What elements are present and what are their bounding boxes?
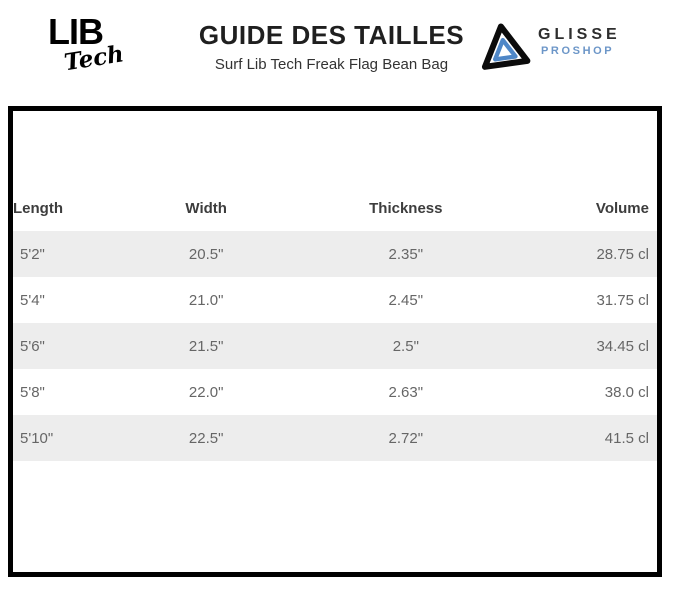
cell-thickness: 2.72" xyxy=(388,429,424,447)
cell-width: 21.5" xyxy=(188,337,224,355)
libtech-logo: LIB Tech xyxy=(0,11,185,76)
size-table: Length Width Thickness Volume 5'2" 20.5"… xyxy=(13,185,657,461)
cell-thickness: 2.5" xyxy=(392,337,419,355)
table-header-row: Length Width Thickness Volume xyxy=(13,185,657,231)
cell-volume: 41.5 cl xyxy=(604,429,649,447)
col-header-thickness: Thickness xyxy=(369,199,443,217)
triangle-logo-icon xyxy=(475,19,534,79)
page-header: LIB Tech GUIDE DES TAILLES Surf Lib Tech… xyxy=(0,0,678,106)
glisse-name: GLISSE xyxy=(538,26,621,43)
page-subtitle: Surf Lib Tech Freak Flag Bean Bag xyxy=(214,56,449,73)
cell-width: 22.5" xyxy=(188,429,224,447)
glisse-proshop-logo: GLISSE PROSHOP xyxy=(478,12,678,75)
col-header-volume: Volume xyxy=(595,199,649,217)
glisse-proshop-label: PROSHOP xyxy=(541,45,615,57)
cell-volume: 31.75 cl xyxy=(596,291,649,309)
cell-length: 5'2" xyxy=(20,245,45,263)
cell-volume: 34.45 cl xyxy=(596,337,649,355)
cell-volume: 28.75 cl xyxy=(596,245,649,263)
cell-length: 5'8" xyxy=(20,383,45,401)
table-row: 5'10" 22.5" 2.72" 41.5 cl xyxy=(13,415,657,461)
cell-length: 5'6" xyxy=(20,337,45,355)
table-row: 5'8" 22.0" 2.63" 38.0 cl xyxy=(13,369,657,415)
cell-thickness: 2.63" xyxy=(388,383,424,401)
cell-width: 22.0" xyxy=(188,383,224,401)
cell-length: 5'10" xyxy=(20,429,54,447)
cell-thickness: 2.45" xyxy=(388,291,424,309)
table-row: 5'6" 21.5" 2.5" 34.45 cl xyxy=(13,323,657,369)
col-header-width: Width xyxy=(185,199,227,217)
table-row: 5'4" 21.0" 2.45" 31.75 cl xyxy=(13,277,657,323)
page-title: GUIDE DES TAILLES xyxy=(198,20,465,50)
col-header-length: Length xyxy=(13,199,63,217)
table-row: 5'2" 20.5" 2.35" 28.75 cl xyxy=(13,231,657,277)
title-block: GUIDE DES TAILLES Surf Lib Tech Freak Fl… xyxy=(185,12,478,73)
libtech-logo-lib: LIB xyxy=(48,11,104,52)
glisse-wordmark: GLISSE PROSHOP xyxy=(538,22,621,57)
cell-width: 20.5" xyxy=(188,245,224,263)
cell-length: 5'4" xyxy=(20,291,45,309)
cell-volume: 38.0 cl xyxy=(604,383,649,401)
cell-width: 21.0" xyxy=(188,291,224,309)
cell-thickness: 2.35" xyxy=(388,245,424,263)
size-table-frame: Length Width Thickness Volume 5'2" 20.5"… xyxy=(8,106,662,577)
